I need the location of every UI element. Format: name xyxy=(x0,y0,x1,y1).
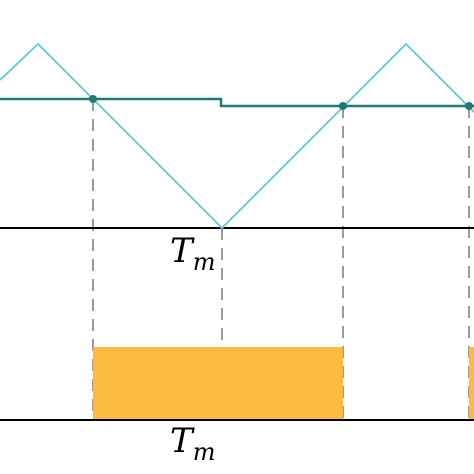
triangle-carrier-wave xyxy=(0,42,474,230)
intersection-markers xyxy=(89,95,473,110)
top-tm-subscript: m xyxy=(193,248,216,276)
pwm-pulse-edge xyxy=(469,347,474,420)
top-tm-main: T xyxy=(170,231,195,271)
reference-signal xyxy=(0,97,474,108)
intersection-point-left xyxy=(89,95,97,103)
top-tm-label: Tm xyxy=(170,231,215,276)
intersection-point-right xyxy=(339,102,347,110)
bottom-tm-main: T xyxy=(170,421,195,461)
intersection-point-far-right xyxy=(465,102,473,110)
pwm-pulses xyxy=(93,347,474,420)
bottom-tm-label: Tm xyxy=(170,421,215,466)
bottom-tm-subscript: m xyxy=(193,438,216,466)
pwm-pulse-main xyxy=(93,347,343,420)
